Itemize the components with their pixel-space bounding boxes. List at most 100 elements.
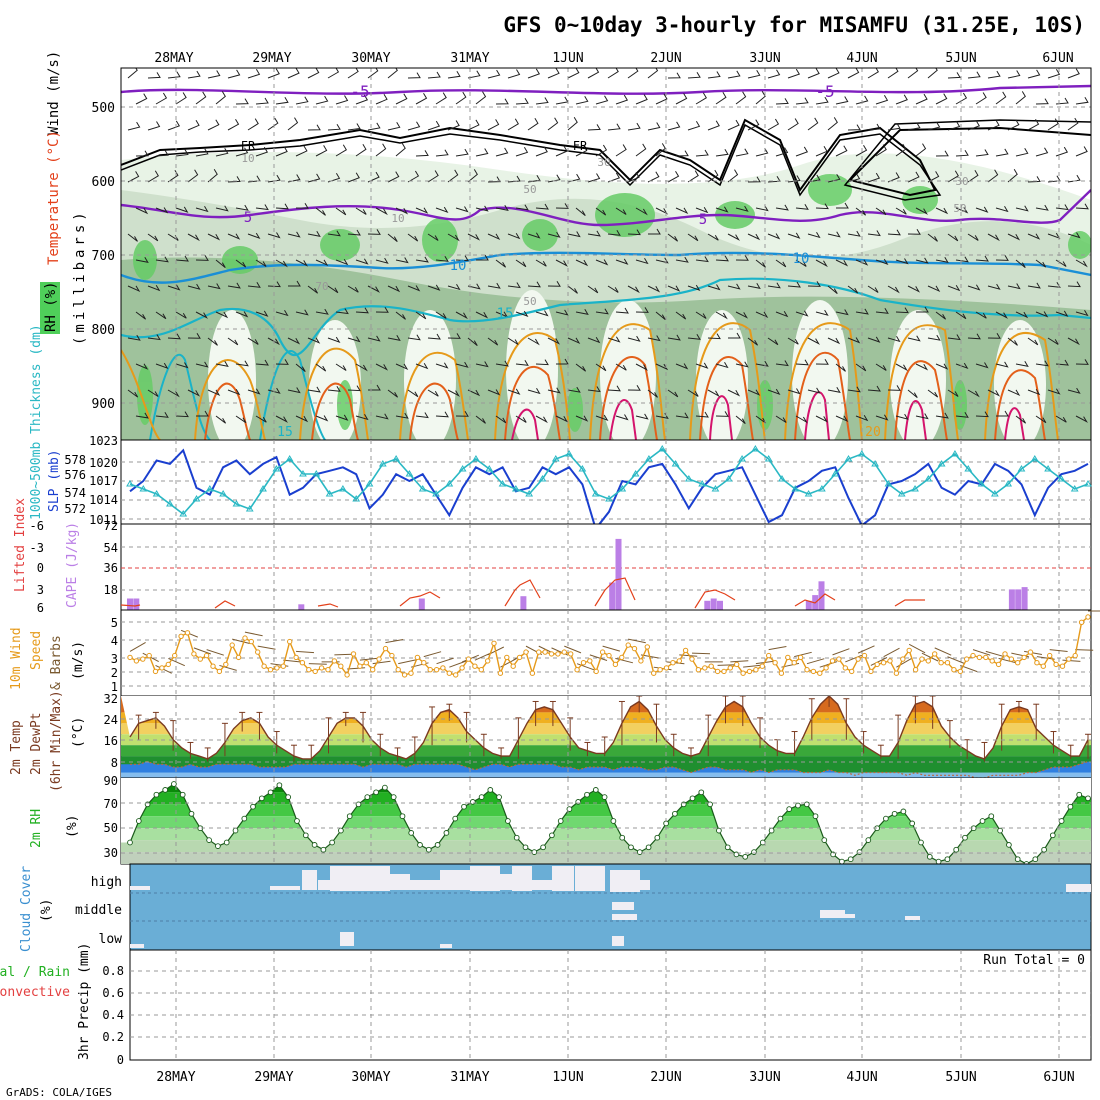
wind-barb <box>307 231 321 238</box>
wind-barb <box>555 145 568 157</box>
wind-speed-marker <box>159 665 165 671</box>
wind-speed-marker <box>542 649 548 655</box>
wind-barb <box>807 68 820 79</box>
wind-barb <box>987 120 1000 131</box>
wind-barb <box>247 282 261 288</box>
wind-speed-marker <box>676 658 682 664</box>
rh-band <box>121 852 1091 864</box>
wind-speed-marker <box>874 661 880 668</box>
rh-marker <box>320 846 327 853</box>
wind-speed-marker <box>778 670 785 676</box>
wind-barb <box>1027 282 1041 289</box>
wind-barb <box>235 259 247 268</box>
wind-barb <box>687 170 699 183</box>
wind-barb <box>527 337 540 346</box>
thickness-marker <box>432 490 440 497</box>
wind10-panel: 5 4 3 2 1 10m Wind Speed & Barbs (m/s) <box>9 609 1100 697</box>
wind-barb <box>1007 169 1018 183</box>
precip-tick-label: 0 <box>117 1053 124 1067</box>
pressure-tick-label: 800 <box>92 323 115 338</box>
wind-barb <box>907 122 921 131</box>
rh-tick-label: 30 <box>104 846 118 860</box>
cape-tick-label: 18 <box>104 583 118 597</box>
wind-barb <box>267 174 281 183</box>
rh-marker <box>988 813 995 820</box>
wind-barb <box>975 206 989 213</box>
wind-barb <box>695 92 707 105</box>
wind-barb <box>375 306 389 313</box>
wind-barb <box>595 308 609 315</box>
wind-barb <box>955 207 969 214</box>
wind-speed-marker <box>440 665 446 671</box>
wind-barb <box>527 68 541 79</box>
wind-speed-marker <box>1066 656 1072 662</box>
wind-barb <box>547 280 561 287</box>
cape-tick-label: 72 <box>104 519 118 533</box>
cloud-patch <box>410 880 440 890</box>
wind-barb <box>875 308 889 314</box>
wind-barb <box>987 389 1001 397</box>
wind-speed-marker <box>485 658 491 664</box>
wind-barb <box>727 119 740 131</box>
bottom-date-label: 30MAY <box>351 1070 390 1085</box>
cape-bar <box>133 598 140 610</box>
wind-barb <box>175 411 189 418</box>
wind-barb <box>735 311 749 319</box>
wind-barb <box>127 285 141 293</box>
wind-speed-marker <box>472 663 478 669</box>
wind-barb <box>1062 659 1081 662</box>
wind-speed-marker <box>548 651 555 657</box>
rh-marker <box>786 806 793 812</box>
wind-speed-marker <box>510 663 516 669</box>
wind-barb <box>795 97 809 105</box>
cape-tick-label: 54 <box>104 541 118 555</box>
wind-barb <box>1075 415 1088 423</box>
wind-barb <box>995 255 1009 261</box>
wind-barb <box>167 389 180 398</box>
thickness-marker <box>312 470 321 477</box>
wind-barb <box>427 389 439 397</box>
wind-barb <box>987 332 1001 339</box>
wind-barb <box>1047 118 1059 131</box>
wind-barb <box>715 411 729 417</box>
wind-barb <box>427 284 441 291</box>
rh-marker <box>1041 846 1047 853</box>
wind-speed-marker <box>912 667 919 673</box>
wind-barb <box>947 285 961 292</box>
wind-speed-marker <box>619 654 625 661</box>
wind-barb <box>375 413 389 420</box>
wind-speed-marker <box>344 672 350 678</box>
isotherm-label: 10 <box>450 258 467 274</box>
wind-barb <box>587 285 599 294</box>
wind-barb <box>687 71 701 79</box>
wind-barb <box>1047 282 1061 288</box>
wind-barb <box>507 69 521 79</box>
wind-barb <box>955 92 968 105</box>
wind-barb <box>707 169 719 183</box>
wind-barb <box>495 415 507 424</box>
wind-barb <box>467 169 478 183</box>
wind-barb <box>515 415 527 423</box>
wind-barb <box>747 283 761 290</box>
rh-contour-label: 30 <box>597 156 610 169</box>
cloud-patch <box>612 902 634 910</box>
thickness-marker <box>325 490 334 497</box>
wind-barb <box>855 207 867 216</box>
wind-barb <box>567 386 581 393</box>
wind-barb <box>1015 259 1026 268</box>
rh-marker <box>909 820 916 827</box>
wind-barb <box>1035 204 1049 211</box>
wind-barb <box>857 645 875 654</box>
isotherm-label: -5 <box>815 82 834 101</box>
wind-barb <box>695 311 707 319</box>
wind-barb <box>655 363 669 371</box>
wind-speed-marker <box>670 660 676 666</box>
thickness-marker <box>365 480 374 487</box>
wind-barb <box>1007 389 1021 397</box>
wind-barb <box>447 169 459 183</box>
wind-barb <box>127 171 140 183</box>
wind-barb <box>635 94 648 105</box>
cape-bar <box>418 598 425 610</box>
rh-marker <box>188 810 195 817</box>
wind-barb <box>427 71 441 79</box>
